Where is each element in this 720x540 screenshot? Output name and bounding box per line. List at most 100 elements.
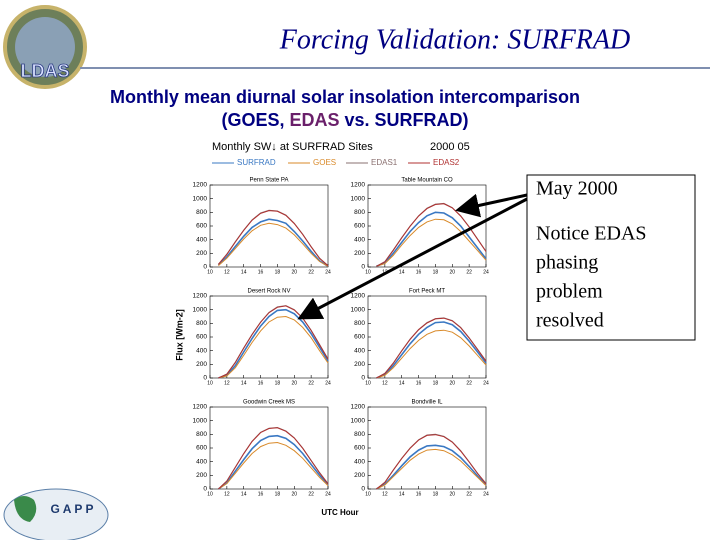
legend-label: EDAS1 [371, 158, 398, 167]
x-tick-label: 20 [450, 491, 456, 497]
y-tick-label: 1200 [193, 293, 208, 300]
x-tick-label: 16 [416, 380, 422, 386]
x-tick-label: 18 [433, 269, 439, 275]
series-line [218, 210, 329, 266]
y-axis-label: Flux [Wm-2] [174, 309, 184, 361]
note-line: resolved [536, 310, 604, 332]
series-line [218, 305, 329, 379]
x-tick-label: 20 [450, 380, 456, 386]
y-tick-label: 800 [196, 209, 207, 216]
x-tick-label: 10 [365, 269, 371, 275]
panel-title: Penn State PA [250, 178, 289, 184]
x-tick-label: 24 [483, 491, 489, 497]
y-tick-label: 1200 [351, 182, 366, 189]
panel-title: Desert Rock NV [247, 289, 290, 295]
y-tick-label: 800 [354, 209, 365, 216]
y-tick-label: 800 [196, 320, 207, 327]
y-tick-label: 600 [354, 223, 365, 230]
x-tick-label: 14 [241, 491, 247, 497]
x-tick-label: 20 [292, 380, 298, 386]
logo-text: LDAS [21, 61, 70, 81]
note-date: May 2000 [536, 178, 618, 200]
y-tick-label: 600 [196, 445, 207, 452]
x-tick-label: 14 [241, 380, 247, 386]
x-tick-label: 18 [275, 491, 281, 497]
y-tick-label: 600 [196, 334, 207, 341]
x-tick-label: 18 [275, 380, 281, 386]
y-tick-label: 1200 [193, 182, 208, 189]
gapp-text: G A P P [51, 502, 94, 516]
y-tick-label: 400 [354, 236, 365, 243]
series-line [376, 218, 487, 267]
y-tick-label: 200 [354, 250, 365, 257]
y-tick-label: 400 [196, 236, 207, 243]
gapp-logo: G A P P [3, 488, 109, 540]
y-tick-label: 400 [354, 347, 365, 354]
panel-title: Goodwin Creek MS [243, 400, 295, 406]
x-tick-label: 14 [241, 269, 247, 275]
x-tick-label: 18 [275, 269, 281, 275]
series-line [376, 329, 487, 379]
x-tick-label: 22 [308, 269, 314, 275]
y-tick-label: 0 [203, 264, 207, 271]
series-line [218, 308, 329, 379]
series-line [217, 218, 329, 267]
x-tick-label: 20 [292, 491, 298, 497]
y-tick-label: 600 [354, 445, 365, 452]
x-tick-label: 22 [466, 380, 472, 386]
y-tick-label: 400 [196, 347, 207, 354]
y-tick-label: 800 [354, 431, 365, 438]
y-tick-label: 0 [361, 375, 365, 382]
series-line [376, 434, 487, 490]
arrow [297, 197, 528, 320]
x-tick-label: 16 [258, 269, 264, 275]
subtitle2-a: (GOES, [221, 110, 284, 130]
y-tick-label: 600 [354, 334, 365, 341]
arrow [455, 193, 528, 218]
x-tick-label: 16 [258, 491, 264, 497]
y-tick-label: 800 [196, 431, 207, 438]
y-tick-label: 400 [354, 458, 365, 465]
series-line [376, 448, 487, 490]
x-tick-label: 10 [365, 491, 371, 497]
legend-label: GOES [313, 158, 336, 167]
note-line: problem [536, 281, 603, 303]
x-tick-label: 18 [433, 491, 439, 497]
x-tick-label: 10 [365, 380, 371, 386]
x-tick-label: 24 [483, 269, 489, 275]
y-tick-label: 600 [196, 223, 207, 230]
x-tick-label: 14 [399, 269, 405, 275]
note-box [526, 174, 696, 341]
y-tick-label: 200 [354, 472, 365, 479]
subtitle2-b: EDAS [289, 110, 339, 130]
legend-label: SURFRAD [237, 158, 276, 167]
figure-date: 2000 05 [430, 141, 470, 153]
panel-title: Table Mountain CO [401, 178, 453, 184]
series-line [218, 441, 329, 490]
y-tick-label: 200 [196, 250, 207, 257]
series-line [376, 203, 487, 267]
note-line: Notice EDAS [536, 223, 647, 245]
x-tick-label: 20 [292, 269, 298, 275]
x-tick-label: 14 [399, 491, 405, 497]
note-line: phasing [536, 252, 598, 274]
x-tick-label: 12 [224, 491, 230, 497]
series-line [217, 434, 329, 490]
x-tick-label: 10 [207, 269, 213, 275]
series-line [218, 315, 329, 379]
y-tick-label: 0 [203, 375, 207, 382]
series-line [218, 222, 329, 267]
x-tick-label: 22 [308, 491, 314, 497]
y-tick-label: 1200 [351, 293, 366, 300]
subtitle: Monthly mean diurnal solar insolation in… [110, 87, 580, 107]
y-tick-label: 1000 [193, 306, 208, 313]
x-tick-label: 24 [325, 380, 331, 386]
x-tick-label: 12 [382, 491, 388, 497]
y-tick-label: 1000 [351, 195, 366, 202]
y-tick-label: 200 [354, 361, 365, 368]
x-tick-label: 22 [466, 491, 472, 497]
note: Notice EDAS phasing problem resolved [536, 223, 647, 332]
y-tick-label: 0 [361, 486, 365, 493]
